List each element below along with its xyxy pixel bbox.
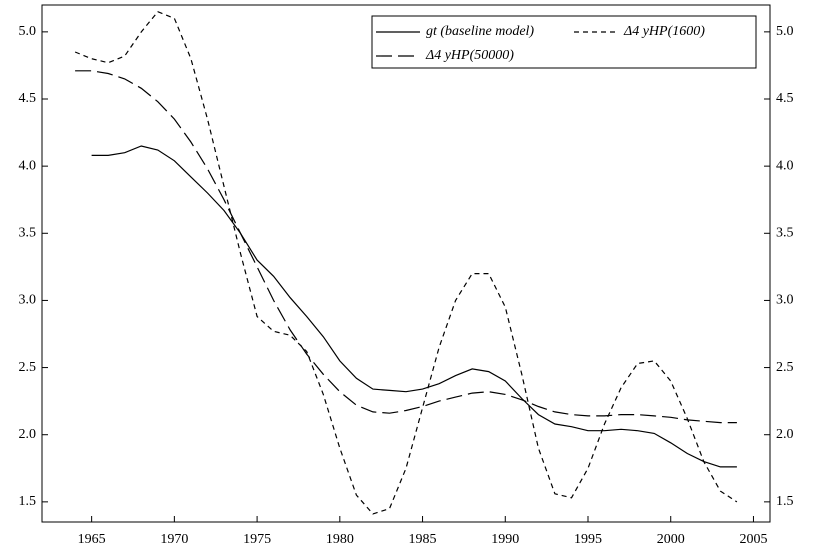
x-tick-label: 2000 [657,532,685,547]
legend-box [371,15,757,69]
x-tick-label: 1965 [78,532,106,547]
x-tick-label: 1990 [491,532,519,547]
x-tick-label: 2005 [739,532,767,547]
y-tick-label: 3.0 [19,293,37,308]
y2-tick-label: 5.0 [776,24,794,39]
series-line [74,10,738,515]
y2-tick-label: 3.0 [776,293,794,308]
y-tick-label: 4.5 [19,91,37,106]
x-tick-label: 1995 [574,532,602,547]
x-tick-label: 1975 [243,532,271,547]
x-tick-label: 1985 [409,532,437,547]
plot-frame [41,4,771,523]
legend-label: Δ4 yHP(50000) [425,48,514,63]
y-tick-label: 2.0 [19,427,37,442]
y2-tick-label: 1.5 [776,494,794,509]
series-line [91,145,737,468]
x-tick-label: 1970 [160,532,188,547]
y-tick-label: 3.5 [19,226,37,241]
y2-tick-label: 4.5 [776,91,794,106]
y2-tick-label: 4.0 [776,158,794,173]
x-tick-label: 1980 [326,532,354,547]
y-tick-label: 1.5 [19,494,37,509]
y-tick-label: 4.0 [19,158,37,173]
y-tick-label: 5.0 [19,24,37,39]
legend-label: gt (baseline model) [426,24,534,39]
y2-tick-label: 3.5 [776,226,794,241]
y-tick-label: 2.5 [19,360,37,375]
series-line [75,70,737,424]
y2-tick-label: 2.5 [776,360,794,375]
y2-tick-label: 2.0 [776,427,794,442]
legend-label: Δ4 yHP(1600) [623,24,705,39]
